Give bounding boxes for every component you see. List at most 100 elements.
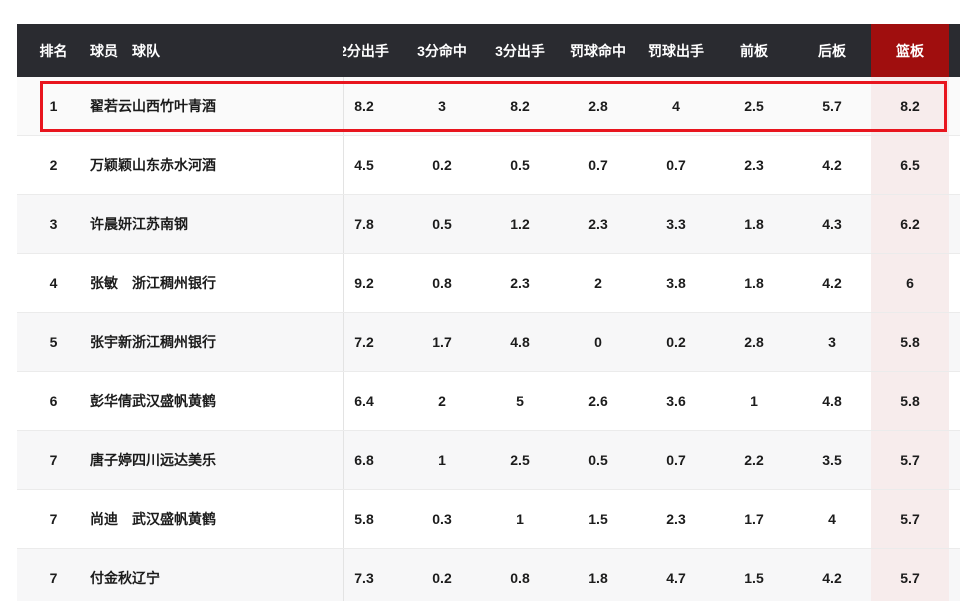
player-name-cell: 彭华倩: [90, 393, 132, 409]
row-stats-scroll-area: 9.2 0.8 2.3 2 3.8 1.8 4.2 6: [343, 254, 960, 312]
col-header-rebounds-sorted[interactable]: 篮板: [871, 24, 949, 77]
row-stats-scroll-area: 6.4 2 5 2.6 3.6 1 4.8 5.8: [343, 372, 960, 430]
rebounds-stat-cell: 8.2: [871, 77, 949, 135]
rebounds-stat-cell: 6.2: [871, 195, 949, 253]
rank-cell: 2: [49, 157, 58, 173]
stat-cell: 0.2: [432, 570, 452, 586]
stat-cell: 2.3: [744, 157, 764, 173]
stat-cell-clipped: [949, 254, 960, 312]
stat-cell: 2.5: [744, 98, 764, 114]
player-name-cell: 唐子婷: [90, 452, 132, 468]
stat-cell: 2.2: [744, 452, 764, 468]
header-scroll-area: 2分出手 3分命中 3分出手 罚球命中 罚球出手 前板 后板 篮板: [343, 24, 960, 77]
table-row: 7 唐子婷 四川远达美乐 6.8 1 2.5 0.5 0.7 2.2 3.5 5.7: [17, 431, 960, 490]
team-name-cell: 四川远达美乐: [132, 452, 216, 468]
rank-cell: 7: [49, 570, 58, 586]
stat-cell: 0.5: [588, 452, 608, 468]
player-name-cell: 张敏: [90, 275, 118, 291]
stat-cell: 3: [438, 98, 446, 114]
col-header-off-rebounds[interactable]: 前板: [740, 42, 768, 59]
rank-cell: 1: [49, 98, 58, 114]
player-name-cell: 张宇新: [90, 334, 132, 350]
col-header-3pt-made[interactable]: 3分命中: [417, 42, 467, 59]
stat-cell-clipped: [949, 372, 960, 430]
stat-cell: 0.7: [666, 157, 686, 173]
stat-cell-clipped: [949, 195, 960, 253]
col-header-3pt-attempts[interactable]: 3分出手: [495, 42, 545, 59]
stat-cell: 2: [594, 275, 602, 291]
stat-cell: 4: [828, 511, 836, 527]
stat-cell: 2.5: [510, 452, 530, 468]
stat-cell: 7.8: [354, 216, 374, 232]
stat-cell: 9.2: [354, 275, 374, 291]
table-row: 5 张宇新 浙江稠州银行 7.2 1.7 4.8 0 0.2 2.8 3 5.8: [17, 313, 960, 372]
stat-cell: 0.5: [510, 157, 530, 173]
stat-cell-clipped: [949, 431, 960, 489]
col-header-player[interactable]: 球员: [90, 42, 118, 59]
stat-cell-clipped: [949, 490, 960, 548]
col-header-ft-made[interactable]: 罚球命中: [570, 42, 626, 59]
stat-cell: 4.7: [666, 570, 686, 586]
stat-cell: 1.8: [744, 275, 764, 291]
stat-cell: 2.3: [510, 275, 530, 291]
team-name-cell: 武汉盛帆黄鹤: [132, 393, 216, 409]
col-header-team[interactable]: 球队: [132, 42, 160, 59]
stat-cell-clipped: [949, 313, 960, 371]
stat-cell-clipped: [949, 136, 960, 194]
stat-cell: 7.3: [354, 570, 374, 586]
stat-cell: 2.8: [588, 98, 608, 114]
col-header-ft-attempts[interactable]: 罚球出手: [648, 42, 704, 59]
col-header-def-rebounds[interactable]: 后板: [818, 42, 846, 59]
col-header-next-clipped[interactable]: [949, 24, 960, 77]
stat-cell: 7.2: [354, 334, 374, 350]
team-name-cell: 山西竹叶青酒: [132, 98, 216, 114]
table-body: 1 翟若云 山西竹叶青酒 8.2 3 8.2 2.8 4 2.5 5.7 8.2 2 万颖颖 山东赤水河酒…: [17, 77, 960, 601]
stat-cell: 2: [438, 393, 446, 409]
stat-cell: 4.8: [822, 393, 842, 409]
col-header-rank[interactable]: 排名: [39, 42, 68, 59]
stat-cell: 4.2: [822, 570, 842, 586]
table-row: 6 彭华倩 武汉盛帆黄鹤 6.4 2 5 2.6 3.6 1 4.8 5.8: [17, 372, 960, 431]
rebounds-stat-cell: 5.7: [871, 549, 949, 601]
stat-cell: 4.5: [354, 157, 374, 173]
player-name-cell: 翟若云: [90, 98, 132, 114]
stat-cell: 0.3: [432, 511, 452, 527]
stat-cell: 1.8: [744, 216, 764, 232]
rank-cell: 3: [49, 216, 58, 232]
stat-cell: 0.7: [666, 452, 686, 468]
stat-cell: 5.7: [822, 98, 842, 114]
stat-cell: 5.8: [354, 511, 374, 527]
stat-cell-clipped: [949, 549, 960, 601]
row-stats-scroll-area: 5.8 0.3 1 1.5 2.3 1.7 4 5.7: [343, 490, 960, 548]
row-stats-scroll-area: 7.2 1.7 4.8 0 0.2 2.8 3 5.8: [343, 313, 960, 371]
stat-cell: 4: [672, 98, 680, 114]
stat-cell: 6.8: [354, 452, 374, 468]
stat-cell: 0.5: [432, 216, 452, 232]
stat-cell: 4.3: [822, 216, 842, 232]
table-row: 7 尚迪 武汉盛帆黄鹤 5.8 0.3 1 1.5 2.3 1.7 4 5.7: [17, 490, 960, 549]
rebounds-stat-cell: 5.8: [871, 313, 949, 371]
row-stats-scroll-area: 4.5 0.2 0.5 0.7 0.7 2.3 4.2 6.5: [343, 136, 960, 194]
table-row: 3 许晨妍 江苏南钢 7.8 0.5 1.2 2.3 3.3 1.8 4.3 6.2: [17, 195, 960, 254]
stat-cell: 1: [750, 393, 758, 409]
stats-table: 排名 球员 球队 2分出手 3分命中 3分出手 罚球命中 罚球出手 前板 后板 …: [17, 24, 960, 601]
stat-cell: 0.7: [588, 157, 608, 173]
rank-cell: 7: [49, 452, 58, 468]
player-name-cell: 尚迪: [90, 511, 118, 527]
stat-cell: 3.3: [666, 216, 686, 232]
stat-cell: 5: [516, 393, 524, 409]
stat-cell: 0.2: [432, 157, 452, 173]
col-header-2pt-attempts[interactable]: 2分出手: [343, 42, 389, 59]
stat-cell: 6.4: [354, 393, 374, 409]
rank-cell: 5: [49, 334, 58, 350]
team-name-cell: 武汉盛帆黄鹤: [132, 511, 216, 527]
table-row: 1 翟若云 山西竹叶青酒 8.2 3 8.2 2.8 4 2.5 5.7 8.2: [17, 77, 960, 136]
player-name-cell: 付金秋: [90, 570, 132, 586]
rank-cell: 4: [49, 275, 58, 291]
stat-cell: 0: [594, 334, 602, 350]
rebounds-stat-cell: 5.7: [871, 490, 949, 548]
stat-cell: 0.8: [432, 275, 452, 291]
table-row: 4 张敏 浙江稠州银行 9.2 0.8 2.3 2 3.8 1.8 4.2 6: [17, 254, 960, 313]
stat-cell: 8.2: [354, 98, 374, 114]
team-name-cell: 辽宁: [132, 570, 160, 586]
